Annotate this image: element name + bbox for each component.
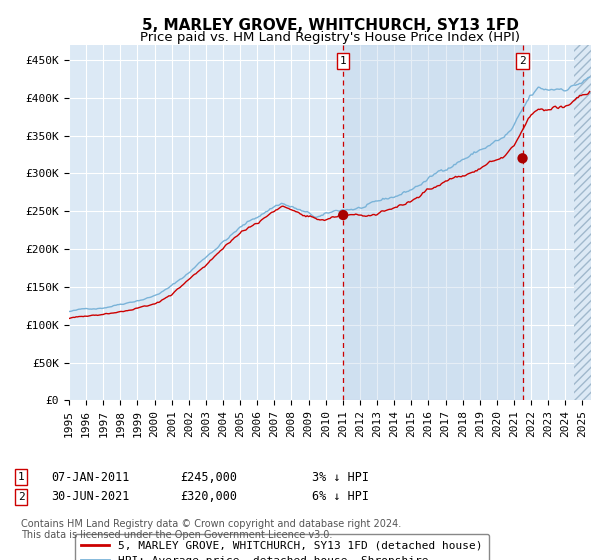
Text: 2: 2: [519, 56, 526, 66]
Text: 2: 2: [17, 492, 25, 502]
Point: [518, 154, 527, 163]
Bar: [343, 45, 523, 400]
Text: 1: 1: [340, 56, 347, 66]
Point: [338, 211, 348, 220]
Text: £245,000: £245,000: [180, 470, 237, 484]
Text: 07-JAN-2011: 07-JAN-2011: [51, 470, 130, 484]
Legend: 5, MARLEY GROVE, WHITCHURCH, SY13 1FD (detached house), HPI: Average price, deta: 5, MARLEY GROVE, WHITCHURCH, SY13 1FD (d…: [74, 534, 489, 560]
Text: 5, MARLEY GROVE, WHITCHURCH, SY13 1FD: 5, MARLEY GROVE, WHITCHURCH, SY13 1FD: [142, 18, 518, 33]
Text: Contains HM Land Registry data © Crown copyright and database right 2024.
This d: Contains HM Land Registry data © Crown c…: [21, 519, 401, 540]
Bar: [574, 45, 591, 400]
Text: Price paid vs. HM Land Registry's House Price Index (HPI): Price paid vs. HM Land Registry's House …: [140, 31, 520, 44]
Text: 6% ↓ HPI: 6% ↓ HPI: [312, 490, 369, 503]
Text: 30-JUN-2021: 30-JUN-2021: [51, 490, 130, 503]
Text: £320,000: £320,000: [180, 490, 237, 503]
Text: 1: 1: [17, 472, 25, 482]
Text: 3% ↓ HPI: 3% ↓ HPI: [312, 470, 369, 484]
